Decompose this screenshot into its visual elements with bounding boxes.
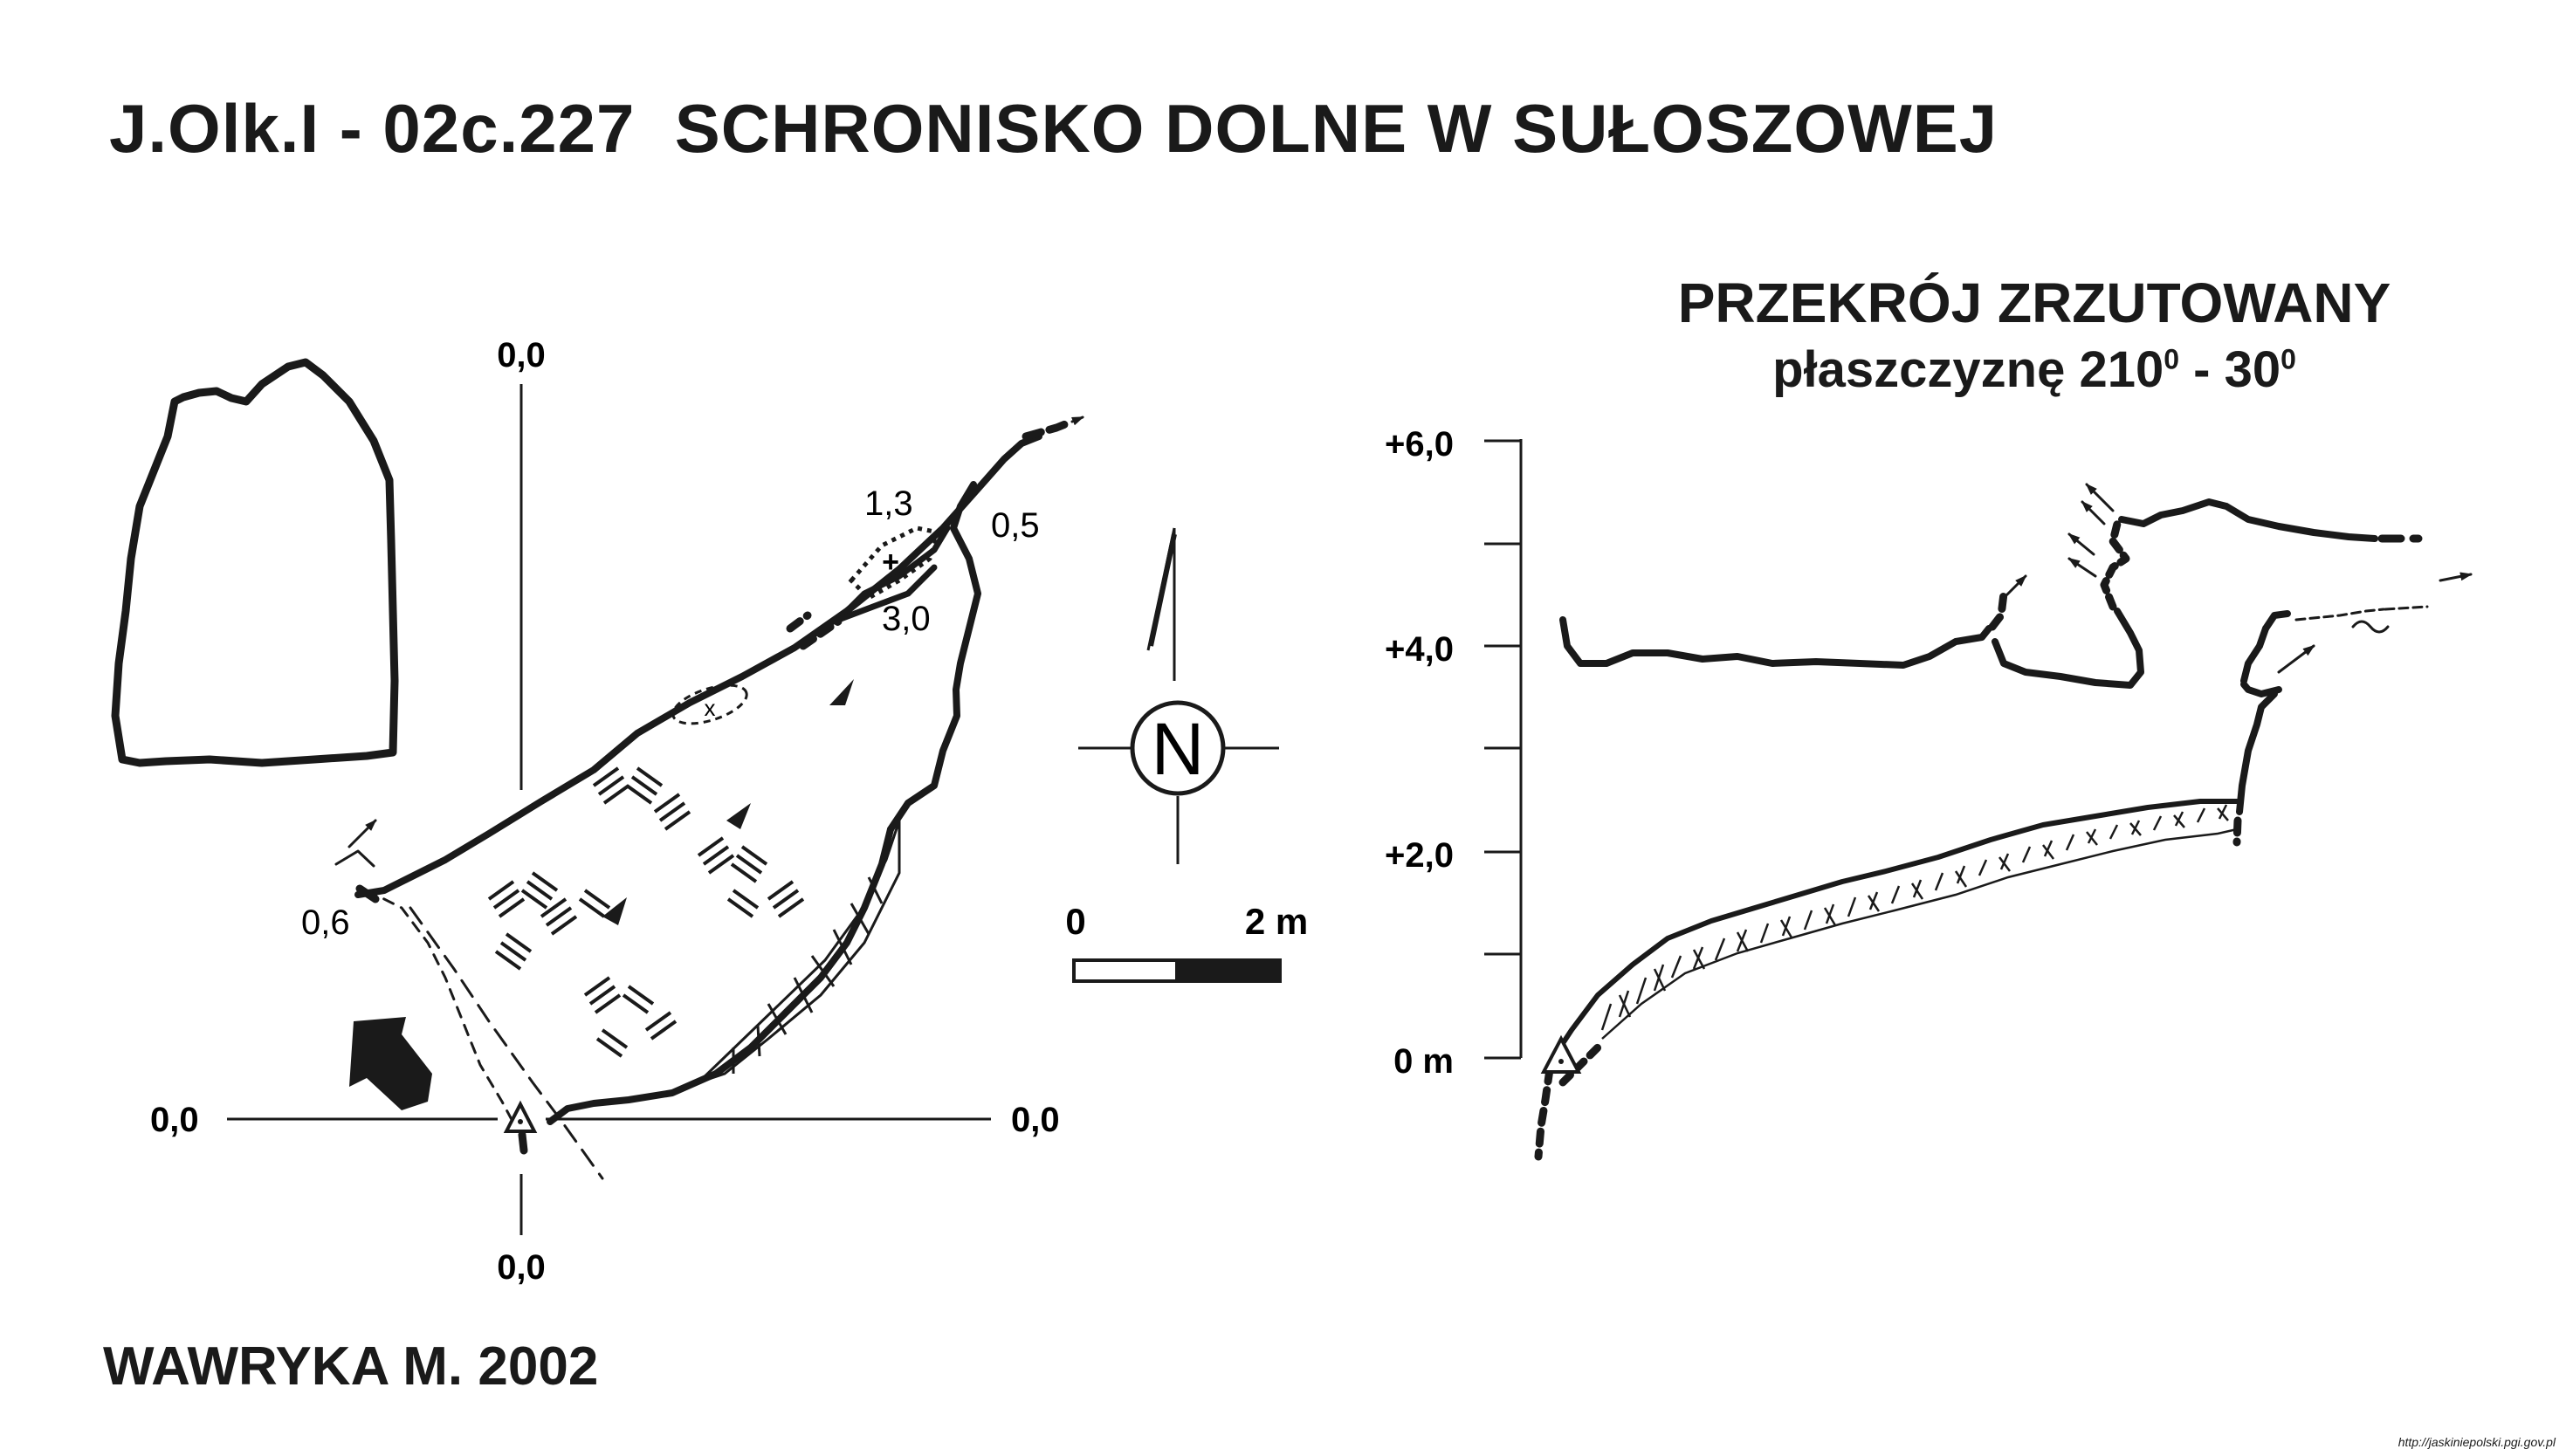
constriction-plus: + [882,546,899,579]
measurement-3-0: 3,0 [882,600,931,638]
rubble-symbols [487,766,805,1058]
dashed-oval [671,683,748,725]
elevation-label-4: +4,0 [1385,630,1454,669]
scale-bar [1072,958,1282,983]
cave-name: SCHRONISKO DOLNE W SUŁOSZOWEJ [674,90,1998,167]
survey-author: WAWRYKA M. 2002 [103,1336,599,1397]
cross-section-profile [1534,483,2473,1161]
axis-label-right: 0,0 [1011,1101,1060,1139]
cave-plan [334,416,1084,1180]
slope-markers [602,679,854,925]
elevation-label-0: 0 m [1393,1042,1454,1081]
sheet-title: J.Olk.I - 02c.227 SCHRONISKO DOLNE W SUŁ… [109,94,1998,162]
floor-sediment-hachures [1600,804,2238,1040]
plan-axes [227,384,991,1235]
scale-end-label: 2 m [1245,901,1308,942]
measurement-0-5: 0,5 [991,506,1040,545]
dotted-constriction [848,525,942,601]
north-label: N [1152,708,1205,790]
axis-label-left: 0,0 [150,1101,199,1139]
survey-station-icon [503,1100,538,1133]
source-url: http://jaskiniepolski.pgi.gov.pl [2397,1435,2556,1449]
axis-label-top: 0,0 [497,336,546,374]
measurement-0-6: 0,6 [301,903,350,942]
cross-section-plane: płaszczyznę 2100 - 300 [1772,341,2296,398]
scale-start-label: 0 [1065,901,1085,942]
axis-label-bottom: 0,0 [497,1248,546,1287]
oval-mark-x: x [705,695,716,721]
entrance-outline [111,358,399,767]
cave-code: J.Olk.I - 02c.227 [109,90,636,167]
measurement-1-3: 1,3 [864,484,913,523]
north-arrow [1078,527,1279,864]
elevation-axis [1484,439,1523,1060]
elevation-label-2: +2,0 [1385,836,1454,875]
section-station-icon [1540,1034,1582,1074]
elevation-label-6: +6,0 [1385,425,1454,464]
plan-slope-hachures [697,820,901,1084]
entrance-arrow-icon [349,1017,432,1110]
cross-section-title: PRZEKRÓJ ZRZUTOWANY [1677,271,2391,334]
